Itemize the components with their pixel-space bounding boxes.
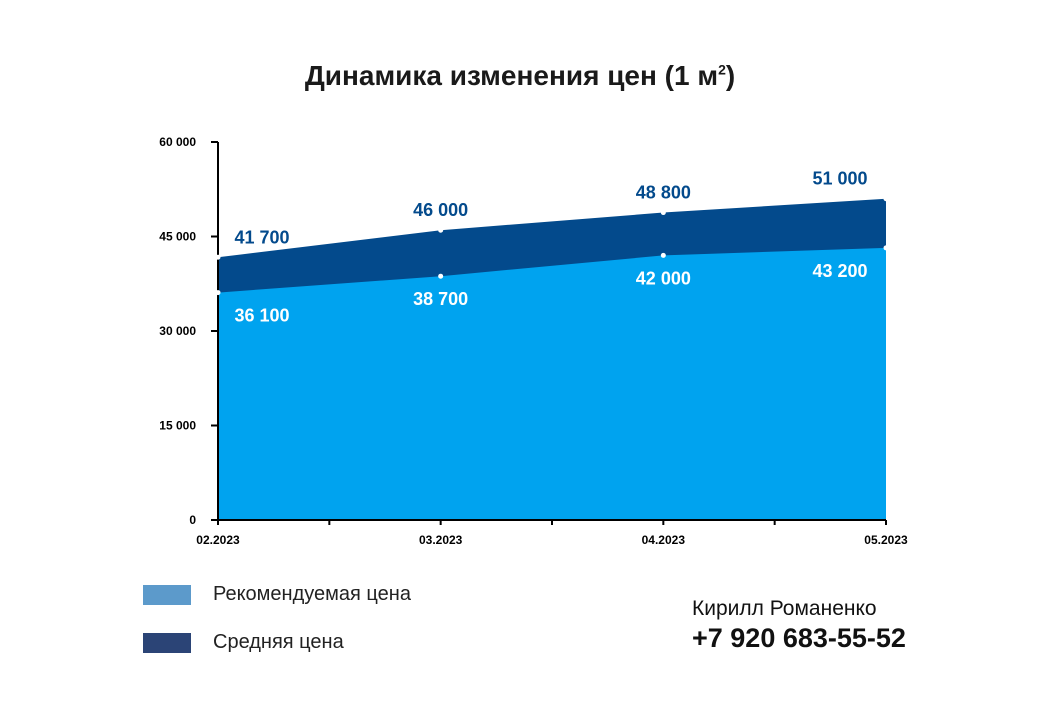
contact-phone[interactable]: +7 920 683-55-52 bbox=[692, 623, 906, 653]
data-point-recommended bbox=[215, 290, 221, 296]
x-tick-label: 03.2023 bbox=[419, 533, 463, 547]
data-point-recommended bbox=[883, 245, 889, 251]
data-label-average: 41 700 bbox=[234, 227, 289, 247]
y-tick-label: 45 000 bbox=[159, 230, 196, 244]
legend-swatch-recommended bbox=[143, 584, 191, 605]
chart-title: Динамика изменения цен (1 м2) bbox=[304, 60, 736, 91]
data-label-average: 46 000 bbox=[413, 200, 468, 220]
data-label-recommended: 43 200 bbox=[812, 261, 867, 281]
data-label-recommended: 36 100 bbox=[234, 306, 289, 326]
data-point-average bbox=[215, 254, 221, 260]
area-recommended-price bbox=[218, 247, 886, 520]
y-tick-label: 15 000 bbox=[159, 419, 196, 433]
data-label-average: 48 800 bbox=[636, 183, 691, 203]
legend-swatch-average bbox=[143, 632, 191, 653]
area-chart: 0 15 000 30 000 45 000 60 000 02.2023 03.2023 0… bbox=[159, 135, 908, 547]
contact-name: Кирилл Романенко bbox=[692, 597, 877, 620]
y-tick-label: 60 000 bbox=[159, 135, 196, 149]
data-point-average bbox=[438, 227, 444, 233]
legend-label-average: Средняя цена bbox=[213, 631, 344, 653]
legend-item-average: Средняя цена bbox=[143, 631, 344, 654]
data-point-average bbox=[660, 210, 666, 216]
data-point-recommended bbox=[438, 273, 444, 279]
y-tick-label: 30 000 bbox=[159, 324, 196, 338]
data-label-recommended: 38 700 bbox=[413, 289, 468, 309]
data-point-recommended bbox=[660, 252, 666, 258]
x-tick-label: 05.2023 bbox=[864, 533, 908, 547]
data-point-average bbox=[883, 196, 889, 202]
data-label-average: 51 000 bbox=[812, 169, 867, 189]
legend-item-recommended: Рекомендуемая цена bbox=[143, 583, 411, 606]
y-tick-label: 0 bbox=[189, 513, 196, 527]
legend-label-recommended: Рекомендуемая цена bbox=[213, 583, 411, 605]
data-label-recommended: 42 000 bbox=[636, 268, 691, 288]
x-tick-label: 02.2023 bbox=[196, 533, 240, 547]
x-tick-label: 04.2023 bbox=[642, 533, 686, 547]
